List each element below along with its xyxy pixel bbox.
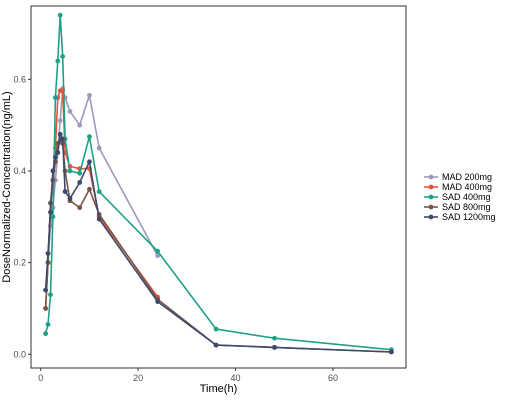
data-point: [45, 251, 51, 256]
data-point: [43, 306, 49, 311]
legend-label: SAD 800mg: [442, 202, 491, 212]
data-point: [87, 159, 92, 165]
data-point: [87, 186, 92, 192]
series-line: [44, 87, 159, 291]
legend-item: MAD 200mg: [424, 172, 492, 182]
data-point: [388, 349, 394, 355]
data-point: [67, 168, 73, 174]
y-tick-label: 0.4: [13, 166, 26, 176]
legend-swatch-point: [428, 204, 434, 210]
data-point: [45, 322, 51, 327]
data-point: [155, 248, 161, 254]
y-tick-label: 0.2: [13, 258, 26, 268]
data-point: [96, 145, 102, 151]
plot-border: [30, 5, 407, 369]
legend-item: SAD 800mg: [424, 202, 491, 212]
data-point: [87, 92, 92, 98]
plot-area: [30, 5, 407, 369]
series-layer: [43, 12, 394, 355]
y-tick-label: 0.6: [13, 74, 26, 84]
data-point: [155, 299, 161, 304]
data-point: [96, 189, 102, 194]
y-axis-title: DoseNormalized-Concentration(ng/mL): [1, 91, 13, 282]
data-point: [57, 118, 63, 123]
data-point: [87, 134, 92, 139]
legend-swatch-point: [428, 184, 434, 190]
x-tick-label: 20: [133, 373, 143, 383]
legend-label: SAD 400mg: [442, 192, 491, 202]
x-tick-label: 0: [38, 373, 43, 383]
legend-swatch-point: [428, 174, 434, 180]
series-sad-400mg: [43, 12, 394, 353]
x-axis: 0 20 40 60: [38, 368, 338, 383]
data-point: [55, 58, 61, 64]
legend-item: MAD 400mg: [424, 182, 492, 192]
data-point: [213, 326, 219, 332]
x-tick-label: 40: [231, 373, 241, 383]
y-axis: 0.0 0.2 0.4 0.6: [13, 74, 31, 359]
data-point: [43, 331, 49, 337]
y-tick-label: 0.0: [13, 349, 26, 359]
legend-item: SAD 1200mg: [424, 212, 496, 222]
data-point: [77, 205, 83, 211]
data-point: [60, 54, 66, 59]
data-point: [52, 154, 58, 160]
x-tick-label: 60: [328, 373, 338, 383]
data-point: [67, 196, 73, 201]
data-point: [62, 189, 68, 194]
data-point: [272, 344, 277, 350]
data-point: [67, 108, 73, 114]
data-point: [50, 168, 56, 174]
legend-label: SAD 1200mg: [442, 212, 496, 222]
data-point: [57, 131, 63, 137]
data-point: [60, 136, 66, 142]
data-point: [48, 209, 53, 215]
data-point: [52, 95, 58, 101]
data-point: [213, 342, 219, 348]
data-point: [55, 150, 61, 156]
legend-swatch-point: [428, 194, 434, 200]
data-point: [57, 12, 63, 18]
legend-label: MAD 200mg: [442, 172, 492, 182]
x-axis-title: Time(h): [200, 383, 237, 395]
data-point: [96, 216, 102, 222]
data-point: [77, 180, 83, 185]
data-point: [155, 253, 161, 259]
legend-label: MAD 400mg: [442, 182, 492, 192]
data-point: [50, 214, 56, 220]
data-point: [272, 335, 277, 341]
data-point: [48, 292, 53, 298]
legend-item: SAD 400mg: [424, 192, 491, 202]
data-point: [77, 170, 83, 176]
legend-swatch-point: [428, 214, 434, 220]
data-point: [43, 287, 49, 293]
data-point: [77, 122, 83, 128]
series-sad-1200mg: [43, 131, 394, 355]
